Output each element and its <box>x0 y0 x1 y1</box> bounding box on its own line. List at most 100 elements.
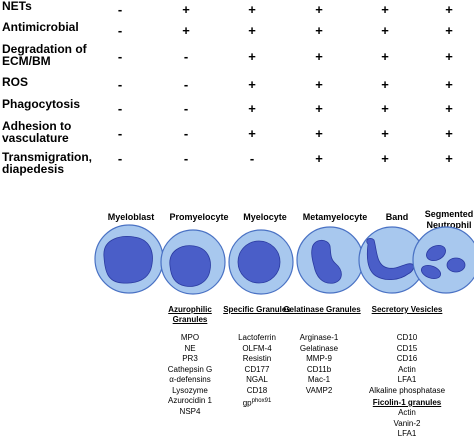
nucleus <box>103 236 153 284</box>
mark: + <box>445 126 453 141</box>
stage-label-metamyelocyte: Metamyelocyte <box>302 212 368 222</box>
marker: Alkaline phosphatase <box>368 385 446 395</box>
mark: + <box>445 101 453 116</box>
marker: CD16 <box>396 354 418 363</box>
marker: NE <box>184 343 196 353</box>
mark: - <box>117 101 123 116</box>
marker: Resistin <box>242 354 272 363</box>
mark: + <box>445 77 453 92</box>
marker: Cathepsin G <box>167 364 213 374</box>
marker: NGAL <box>246 375 268 384</box>
granule-title: Azurophilic Granules <box>168 305 212 324</box>
nucleus <box>237 240 281 284</box>
marker: Lactoferrin <box>238 333 276 342</box>
mark: + <box>445 2 453 17</box>
mark: + <box>445 151 453 166</box>
mark: + <box>381 77 389 92</box>
mark: - <box>117 49 123 64</box>
marker: CD11b <box>306 364 332 374</box>
granule-title: Gelatinase Granules <box>283 305 361 314</box>
myeloblast-cell <box>94 224 164 294</box>
mark: + <box>381 101 389 116</box>
stage-label-promyelocyte: Promyelocyte <box>169 212 229 222</box>
nucleus-lobe <box>426 244 446 262</box>
marker: CD15 <box>396 343 418 353</box>
mark: + <box>248 77 256 92</box>
row-label-ros: ROS <box>2 75 29 89</box>
marker: Actin <box>398 408 416 417</box>
nucleus-lobe <box>446 257 466 273</box>
mark: + <box>248 126 256 141</box>
marker: CD10 <box>396 333 418 342</box>
mark: + <box>248 49 256 64</box>
marker-list: MPO NE PR3 Cathepsin G α-defensins Lysoz… <box>142 333 238 417</box>
marker: Actin <box>398 364 416 374</box>
mark: - <box>117 151 123 166</box>
marker: Lysozyme <box>172 385 208 395</box>
marker-gp91: gpphox91 <box>209 396 305 409</box>
marker: CD18 <box>246 385 268 395</box>
mark: + <box>182 23 190 38</box>
mark: - <box>117 2 123 17</box>
band-cell <box>358 226 426 294</box>
marker: PR3 <box>182 354 198 363</box>
stage-label-segmented-neutrophil: Segmented Neutrophil <box>424 209 474 230</box>
mark: + <box>381 49 389 64</box>
mark: + <box>445 49 453 64</box>
mark: + <box>315 101 323 116</box>
marker-list: Lactoferrin OLFM-4 Resistin CD177 NGAL C… <box>209 333 305 409</box>
nucleus <box>366 237 415 280</box>
mark: + <box>315 2 323 17</box>
row-label-nets: NETs <box>2 0 32 13</box>
mark: - <box>117 77 123 92</box>
mark: + <box>381 126 389 141</box>
marker-list-ficolin: Actin Vanin-2 LFA1 <box>359 408 455 440</box>
mark: + <box>381 151 389 166</box>
row-label-phagocytosis: Phagocytosis <box>2 97 81 111</box>
marker: NSP4 <box>179 406 201 416</box>
mark: + <box>248 2 256 17</box>
marker-list: CD10 CD15 CD16 Actin LFA1 Alkaline phosp… <box>359 333 455 396</box>
mark: - <box>183 49 189 64</box>
promyelocyte-cell <box>160 229 226 295</box>
mark: + <box>381 2 389 17</box>
nucleus-lobe <box>420 265 442 279</box>
mark: + <box>445 23 453 38</box>
marker: MMP-9 <box>306 354 332 363</box>
granule-title: Secretory Vesicles <box>371 305 443 314</box>
marker: CD177 <box>244 364 270 374</box>
marker: Azurocidin 1 <box>167 396 213 405</box>
marker: Mac-1 <box>307 375 331 384</box>
metamyelocyte-cell <box>296 226 364 294</box>
mark: + <box>315 77 323 92</box>
marker: LFA1 <box>397 429 417 438</box>
row-label-transmigration: Transmigration, diapedesis <box>2 150 93 176</box>
segmented-neutrophil-cell <box>412 226 474 294</box>
mark: + <box>182 2 190 17</box>
mark: + <box>381 23 389 38</box>
marker: OLFM-4 <box>242 343 272 353</box>
mark: - <box>183 101 189 116</box>
stage-label-myeloblast: Myeloblast <box>107 212 155 222</box>
marker-list: Arginase-1 Gelatinase MMP-9 CD11b Mac-1 … <box>271 333 367 396</box>
stage-label-band: Band <box>385 212 409 222</box>
cell-body <box>412 226 474 294</box>
mark: - <box>183 77 189 92</box>
marker: Gelatinase <box>299 343 339 353</box>
mark: - <box>117 126 123 141</box>
mark: - <box>183 126 189 141</box>
mark: + <box>315 23 323 38</box>
mark: - <box>249 151 255 166</box>
mark: + <box>315 49 323 64</box>
row-label-adhesion: Adhesion to vasculature <box>2 119 72 145</box>
mark: + <box>248 101 256 116</box>
mark: + <box>315 126 323 141</box>
marker: Vanin-2 <box>393 418 421 428</box>
marker-superscript: phox91 <box>251 398 272 404</box>
marker: α-defensins <box>169 375 211 384</box>
mark: + <box>315 151 323 166</box>
stage-label-myelocyte: Myelocyte <box>243 212 287 222</box>
marker: Arginase-1 <box>299 333 339 342</box>
nucleus <box>311 239 342 284</box>
